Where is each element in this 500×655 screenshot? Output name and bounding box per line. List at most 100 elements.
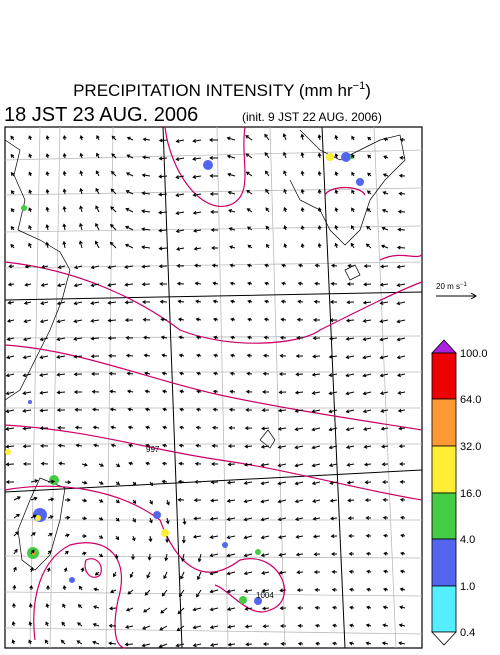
wind-arrow: [41, 264, 49, 269]
wind-arrow: [365, 515, 372, 520]
wind-arrow: [95, 170, 100, 177]
wind-arrow: [296, 588, 304, 593]
wind-arrow: [107, 283, 117, 287]
wind-arrow: [294, 481, 304, 486]
wind-arrow: [39, 426, 49, 431]
wind-arrow: [10, 190, 15, 195]
wind-arrow: [11, 639, 16, 645]
wind-arrow: [126, 389, 134, 394]
wind-arrow: [110, 170, 117, 177]
wind-arrow: [92, 640, 100, 645]
wind-arrow: [228, 425, 236, 430]
wind-arrow: [296, 335, 304, 340]
wind-arrow: [94, 571, 100, 576]
wind-arrow: [278, 552, 287, 557]
wind-arrow: [30, 479, 39, 483]
wind-arrow: [109, 389, 117, 394]
wind-arrow: [261, 588, 270, 593]
wind-arrow: [229, 263, 236, 268]
wind-arrow: [92, 407, 100, 412]
wind-arrow: [179, 389, 185, 394]
wind-arrow: [366, 605, 372, 610]
wind-arrow: [328, 427, 338, 432]
wind-arrow: [141, 282, 151, 287]
wind-arrow: [365, 551, 372, 556]
wind-arrow: [294, 445, 304, 450]
wind-arrow: [5, 391, 15, 396]
wind-arrow: [142, 300, 150, 305]
wind-arrow: [294, 517, 304, 521]
wind-arrow: [295, 552, 304, 557]
wind-arrow: [165, 535, 170, 543]
wind-arrow: [209, 173, 219, 178]
wind-arrow: [245, 389, 253, 394]
wind-arrow: [260, 553, 270, 558]
wind-arrow: [176, 625, 185, 632]
wind-arrow: [300, 170, 305, 177]
wind-arrow: [382, 480, 389, 485]
wind-arrow: [5, 409, 15, 414]
wind-arrow: [243, 499, 253, 504]
wind-arrow: [5, 480, 14, 485]
wind-arrow: [93, 443, 100, 448]
wind-arrow: [398, 173, 406, 178]
wind-arrow: [313, 299, 321, 304]
wind-arrow: [22, 426, 32, 431]
wind-arrow: [226, 154, 236, 159]
wind-arrow: [197, 553, 202, 563]
wind-arrow: [78, 585, 83, 591]
wind-arrow: [109, 407, 117, 412]
wind-arrow: [264, 152, 270, 159]
wind-arrow: [125, 207, 134, 213]
wind-arrow: [314, 587, 321, 592]
wind-arrow: [348, 533, 354, 538]
wind-arrow: [142, 625, 151, 630]
wind-arrow: [181, 553, 185, 562]
wind-arrow: [380, 244, 389, 249]
wind-arrow: [399, 479, 406, 484]
wind-arrow: [213, 353, 219, 358]
wind-arrow: [45, 224, 50, 231]
wind-arrow: [297, 263, 304, 268]
wind-arrow: [212, 407, 219, 412]
wind-arrow: [294, 463, 304, 468]
colorbar-label: 100.0: [460, 348, 488, 360]
wind-arrow: [244, 444, 253, 449]
wind-arrow: [315, 641, 321, 646]
wind-arrow: [192, 607, 202, 612]
wind-arrow: [399, 605, 406, 610]
wind-arrow: [28, 135, 32, 141]
wind-arrow: [334, 153, 339, 159]
wind-arrow: [300, 152, 305, 159]
wind-arrow: [247, 226, 253, 231]
wind-arrow: [74, 425, 83, 430]
wind-arrow: [260, 481, 270, 486]
wind-arrow: [226, 589, 236, 594]
wind-arrow: [56, 355, 66, 359]
wind-arrow: [108, 623, 117, 628]
wind-arrow: [158, 210, 168, 215]
wind-arrow: [39, 355, 49, 360]
wind-arrow: [400, 515, 406, 520]
wind-arrow: [243, 517, 253, 522]
wind-arrow: [62, 223, 67, 231]
wind-arrow: [125, 625, 134, 629]
wind-arrow: [125, 172, 134, 177]
wind-arrow: [77, 622, 83, 627]
wind-arrow: [10, 208, 15, 213]
wind-arrow: [328, 445, 338, 450]
wind-arrow: [263, 335, 270, 340]
wind-arrow: [346, 480, 355, 485]
wind-arrow: [175, 211, 185, 215]
wind-arrow: [262, 642, 269, 647]
wind-arrow: [331, 587, 338, 592]
wind-arrow: [40, 461, 49, 466]
wind-arrow: [247, 299, 253, 304]
wind-arrow: [91, 371, 100, 376]
wind-arrow: [98, 535, 104, 539]
wind-arrow: [64, 515, 71, 520]
wind-arrow: [283, 206, 288, 213]
wind-arrow: [22, 391, 32, 395]
wind-arrow: [397, 408, 406, 413]
wind-arrow: [210, 498, 219, 503]
